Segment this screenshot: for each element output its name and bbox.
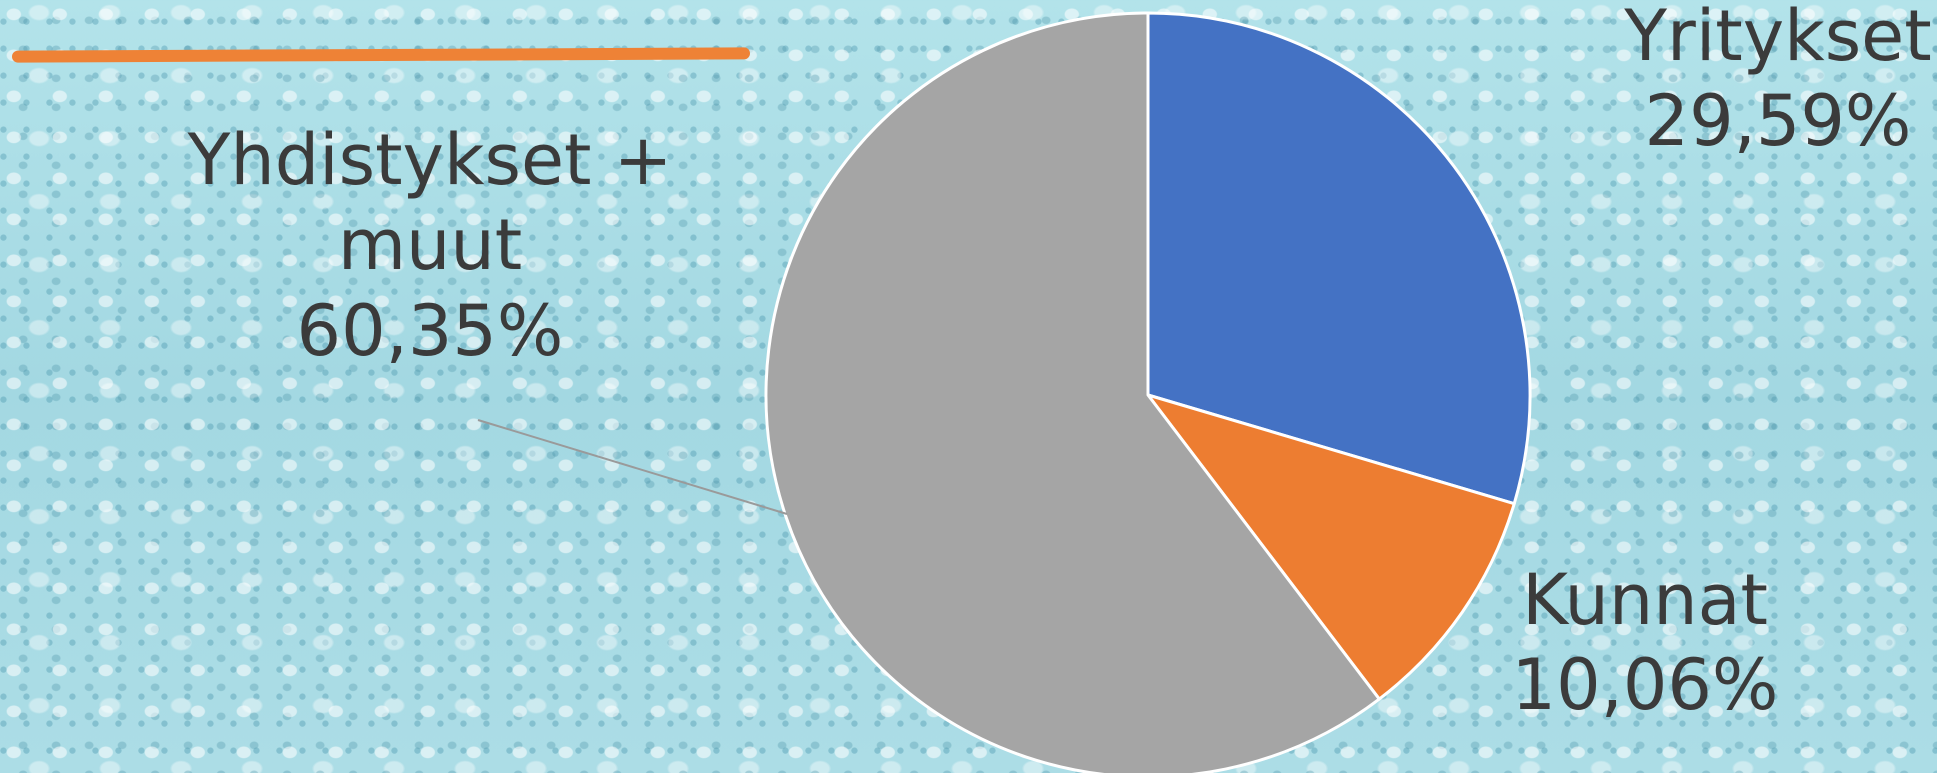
slice-percentage: 10,06%	[1511, 644, 1779, 727]
slice-name-line-1: Yhdistykset +	[187, 119, 673, 201]
data-label-kunnat: Kunnat 10,06%	[1490, 558, 1800, 729]
slice-percentage: 60,35%	[296, 289, 564, 372]
slice-name: Kunnat	[1522, 559, 1768, 641]
slice-name: Yritykset	[1624, 0, 1932, 77]
data-label-yhdistykset-muut: Yhdistykset + muut 60,35%	[175, 118, 685, 374]
leader-line	[477, 419, 788, 515]
slice-percentage: 29,59%	[1644, 80, 1912, 163]
pie-slice-0	[1146, 11, 1532, 506]
data-label-yritykset: Yritykset 29,59%	[1618, 0, 1937, 165]
slice-name-line-2: muut	[337, 204, 523, 287]
pie-slices	[764, 11, 1532, 773]
pie-slice-1	[1146, 393, 1516, 701]
pie-slice-2	[764, 11, 1381, 773]
